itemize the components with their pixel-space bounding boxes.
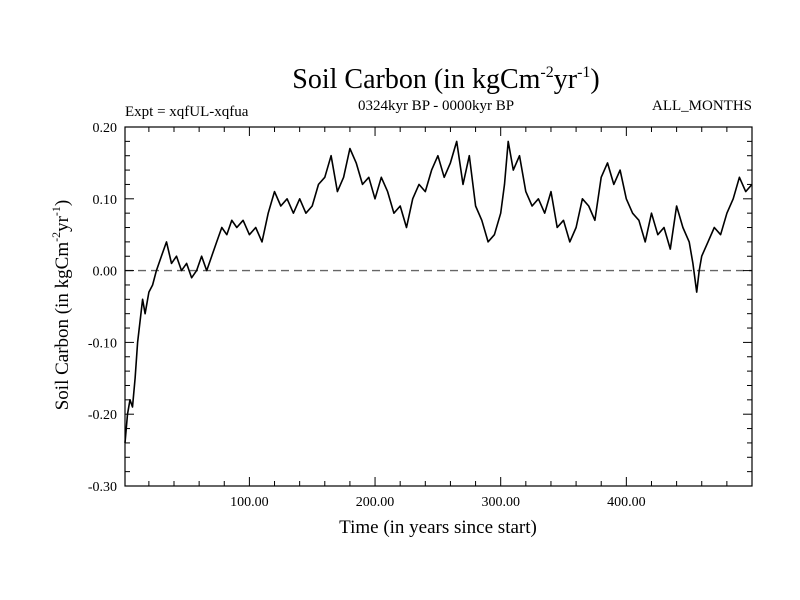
chart-title-main: Soil Carbon (in kgCm xyxy=(292,64,540,95)
x-tick-label: 300.00 xyxy=(481,495,520,510)
y-tick-label: 0.10 xyxy=(93,193,118,208)
plot-frame xyxy=(124,126,753,487)
y-axis-label-sup1: -2 xyxy=(49,232,63,242)
chart-title-sup2: -1 xyxy=(577,64,590,81)
x-tick-label: 100.00 xyxy=(230,495,269,510)
y-tick-label: -0.30 xyxy=(88,480,117,495)
y-axis-label-mid: yr xyxy=(52,215,73,232)
y-tick-label: -0.20 xyxy=(88,408,117,423)
chart-title: Soil Carbon (in kgCm-2yr-1) xyxy=(292,64,599,95)
y-tick-label: 0.20 xyxy=(93,121,118,136)
chart-title-end: ) xyxy=(590,64,599,95)
y-axis-label-end: ) xyxy=(52,200,73,206)
y-axis-label-main: Soil Carbon (in kgCm xyxy=(52,242,73,411)
subtitle-right: ALL_MONTHS xyxy=(652,98,752,114)
y-tick-label: -0.10 xyxy=(88,336,117,351)
chart-title-mid: yr xyxy=(554,64,578,95)
x-tick-label: 200.00 xyxy=(356,495,395,510)
chart-title-sup1: -2 xyxy=(540,64,553,81)
y-axis-label: Soil Carbon (in kgCm-2yr-1) xyxy=(49,200,73,411)
x-axis-label: Time (in years since start) xyxy=(339,517,537,538)
series-line-soil-carbon xyxy=(124,140,753,443)
y-tick-label: 0.00 xyxy=(93,265,118,280)
x-tick-label: 400.00 xyxy=(607,495,646,510)
subtitle-center: 0324kyr BP - 0000kyr BP xyxy=(358,98,514,114)
subtitle-left: Expt = xqfUL-xqfua xyxy=(125,104,249,120)
y-axis-label-sup2: -1 xyxy=(49,206,63,216)
